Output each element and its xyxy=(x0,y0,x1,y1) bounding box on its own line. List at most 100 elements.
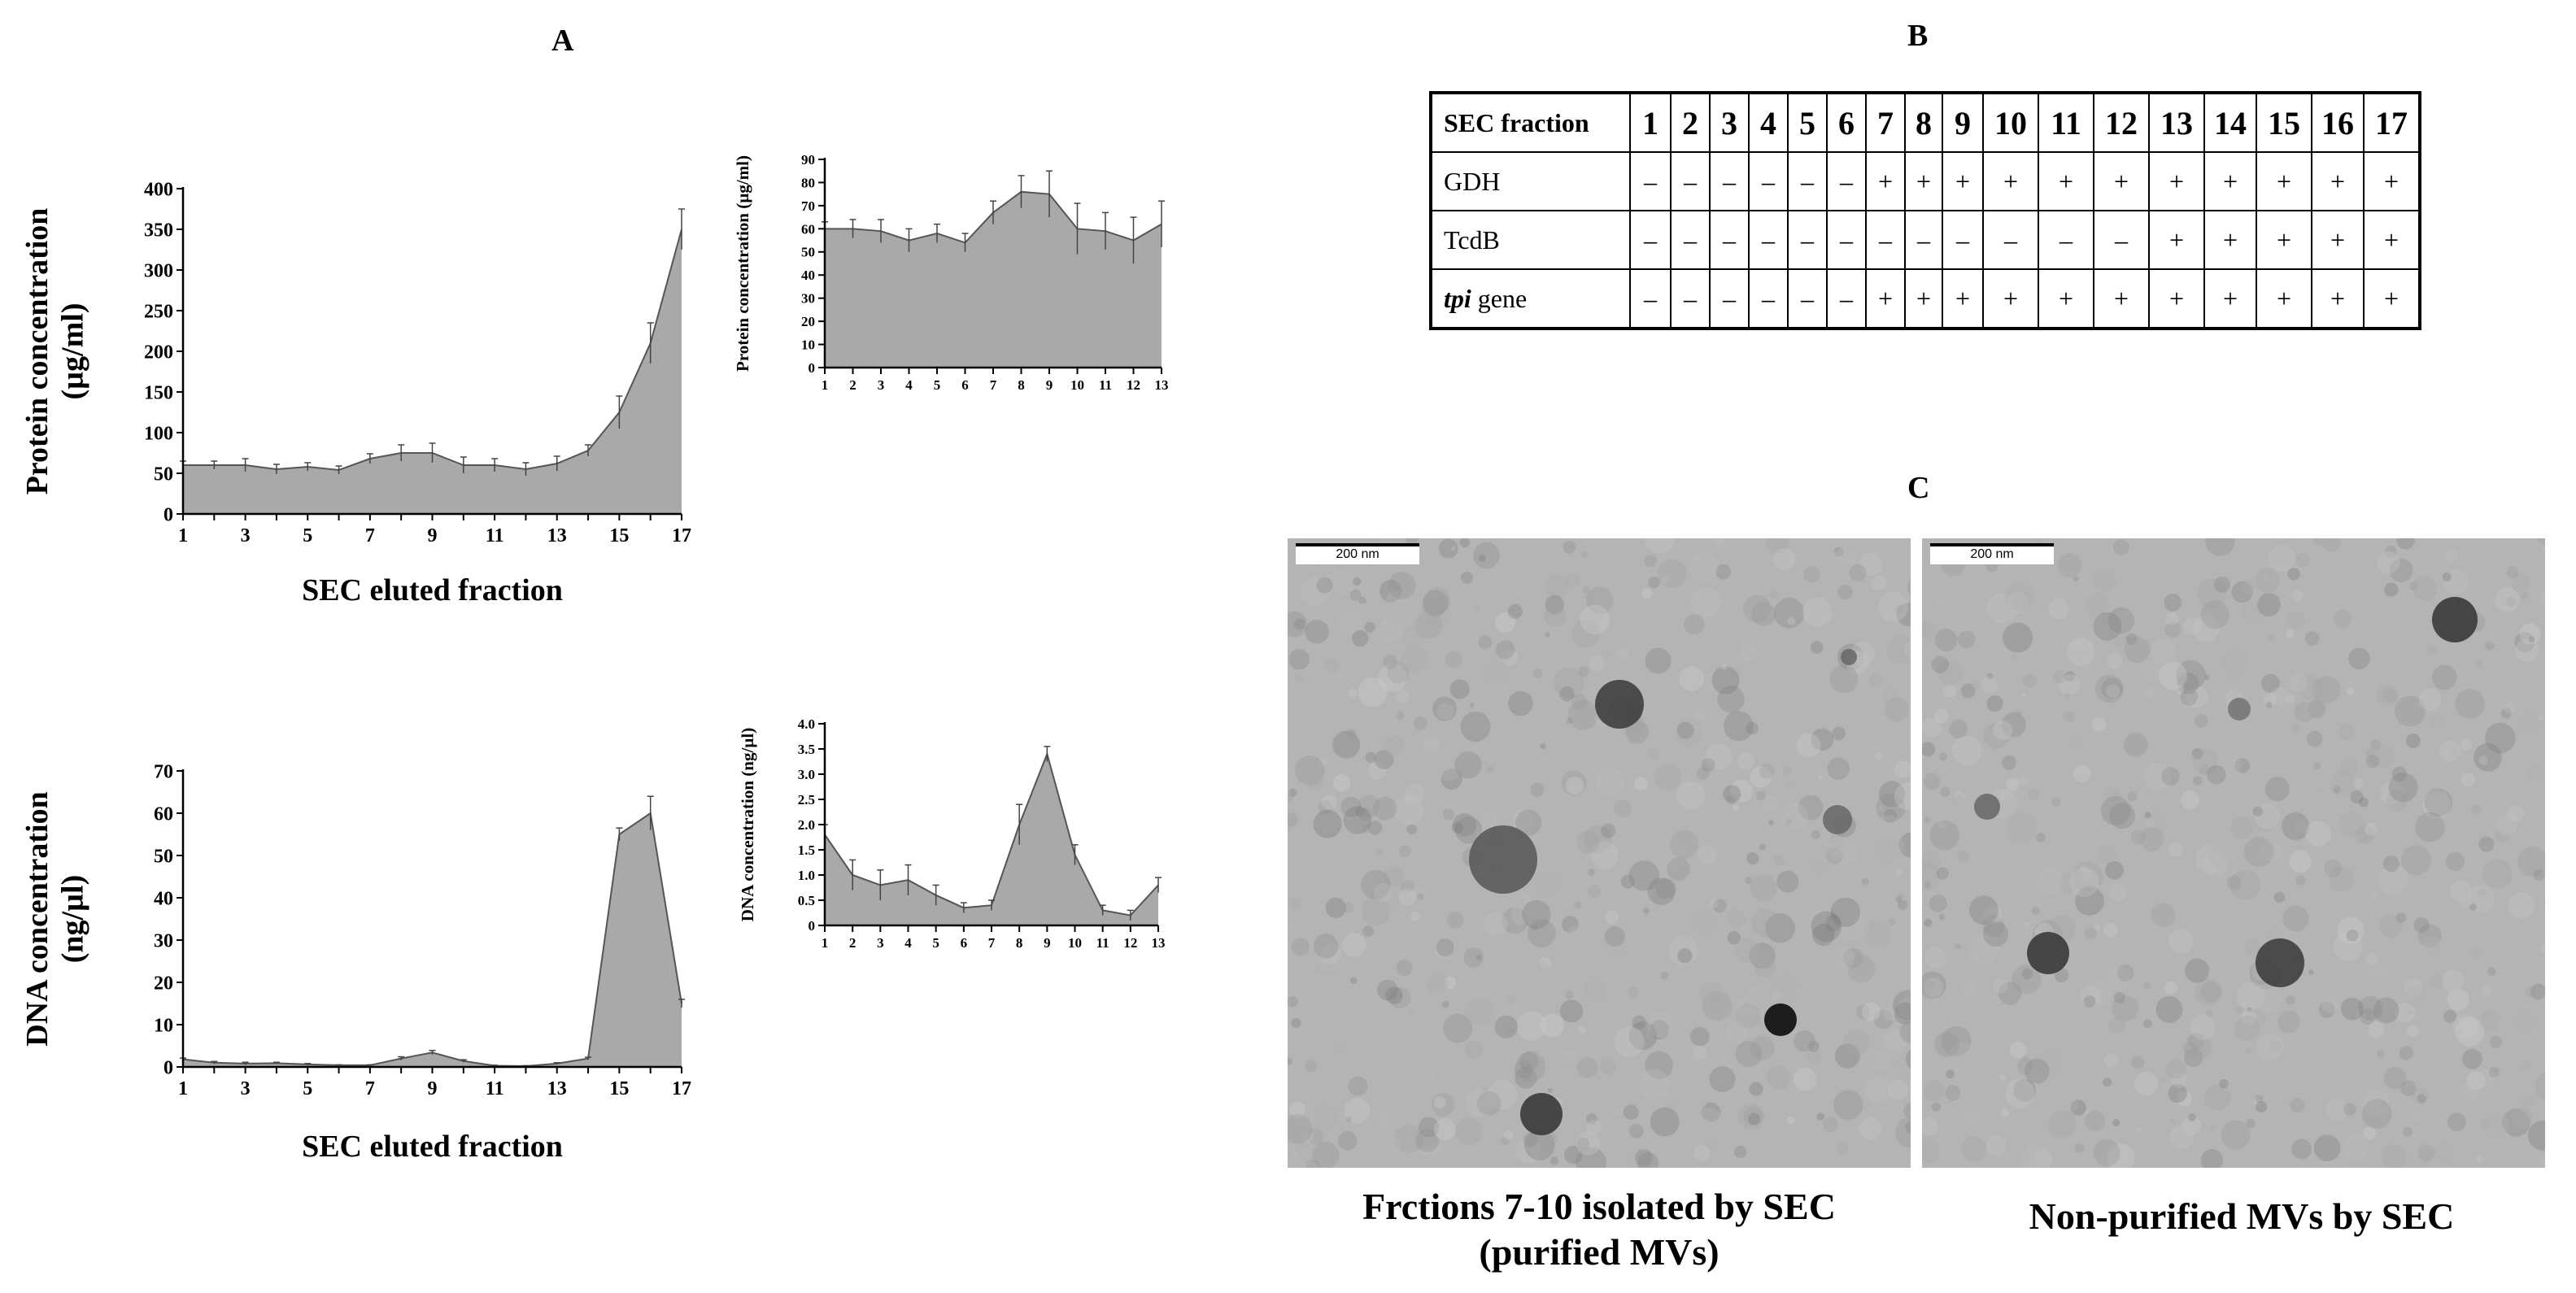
texture-speck xyxy=(2129,562,2142,575)
texture-speck xyxy=(1737,751,1755,770)
texture-speck xyxy=(2476,1031,2487,1043)
texture-speck xyxy=(1482,657,1510,686)
texture-speck xyxy=(2081,986,2101,1006)
y-tick-label: 50 xyxy=(154,464,173,485)
texture-speck xyxy=(1510,905,1532,925)
texture-speck xyxy=(1946,1069,1955,1079)
texture-speck xyxy=(1576,830,1600,855)
texture-speck xyxy=(2175,975,2183,983)
texture-speck xyxy=(1599,649,1611,660)
texture-speck xyxy=(2418,688,2442,712)
texture-speck xyxy=(2473,742,2502,772)
texture-speck xyxy=(1423,735,1441,754)
table-cell: – xyxy=(1826,268,1867,329)
texture-speck xyxy=(2235,1006,2243,1014)
texture-speck xyxy=(2107,966,2132,991)
texture-speck xyxy=(1781,803,1809,830)
sec-fraction-table: SEC fraction 1 2 3 4 5 6 7 8 9 10 11 12 13 14 15 16 17 GDH… xyxy=(1429,91,2421,330)
texture-speck xyxy=(2443,569,2469,594)
texture-speck xyxy=(1514,1060,1533,1079)
texture-speck xyxy=(1895,896,1902,903)
texture-speck xyxy=(2444,904,2457,917)
texture-speck xyxy=(1828,835,1859,865)
texture-speck xyxy=(1826,847,1843,864)
table-cell: – xyxy=(1670,151,1711,211)
texture-speck xyxy=(1323,658,1340,675)
texture-speck xyxy=(1410,911,1421,921)
texture-speck xyxy=(1561,1049,1577,1066)
texture-speck xyxy=(1929,895,1947,912)
texture-speck xyxy=(2408,581,2418,591)
texture-speck xyxy=(2130,829,2147,845)
texture-speck xyxy=(2421,719,2432,729)
texture-speck xyxy=(1699,981,1723,1004)
texture-speck xyxy=(1701,1102,1721,1122)
texture-speck xyxy=(2377,551,2400,574)
texture-speck xyxy=(2443,547,2459,563)
scale-bar: 200 nm xyxy=(1296,543,1419,564)
texture-speck xyxy=(2451,747,2459,754)
texture-speck xyxy=(1537,960,1550,972)
texture-speck xyxy=(2107,1143,2135,1168)
texture-speck xyxy=(1605,910,1619,925)
texture-speck xyxy=(1367,761,1386,780)
texture-speck xyxy=(1802,597,1833,627)
texture-speck xyxy=(1981,676,1998,694)
texture-speck xyxy=(2232,953,2243,964)
texture-speck xyxy=(2020,1145,2052,1168)
texture-speck xyxy=(2488,1066,2500,1078)
texture-speck xyxy=(1295,674,1304,683)
texture-speck xyxy=(1874,833,1905,864)
texture-speck xyxy=(2460,1082,2478,1101)
texture-speck xyxy=(1668,935,1698,966)
texture-speck xyxy=(2338,724,2355,741)
texture-speck xyxy=(2519,623,2541,645)
texture-speck xyxy=(1576,1137,1589,1150)
texture-speck xyxy=(1772,547,1796,570)
texture-speck xyxy=(1487,1080,1518,1110)
texture-speck xyxy=(2219,1079,2229,1089)
texture-speck xyxy=(1667,857,1690,881)
texture-speck xyxy=(1414,611,1443,639)
texture-speck xyxy=(1925,981,1935,990)
texture-speck xyxy=(2286,629,2295,638)
texture-speck xyxy=(1897,894,1904,900)
texture-speck xyxy=(1999,1074,2007,1082)
texture-speck xyxy=(2254,803,2280,829)
texture-speck xyxy=(2015,710,2022,717)
texture-speck xyxy=(1746,721,1759,735)
texture-speck xyxy=(2177,672,2199,694)
texture-speck xyxy=(1431,1093,1455,1117)
texture-speck xyxy=(1737,1103,1765,1130)
texture-speck xyxy=(2203,674,2210,681)
y-axis-label: Protein concentration xyxy=(20,208,54,495)
texture-speck xyxy=(1876,793,1906,823)
texture-speck xyxy=(2036,833,2046,842)
texture-speck xyxy=(1743,594,1772,623)
texture-speck xyxy=(2236,982,2265,1011)
texture-speck xyxy=(1294,755,1325,786)
texture-speck xyxy=(2526,763,2545,781)
texture-speck xyxy=(1954,791,1965,803)
texture-speck xyxy=(1396,960,1413,977)
table-header-label: SEC fraction xyxy=(1430,92,1631,153)
texture-speck xyxy=(1824,915,1842,932)
texture-speck xyxy=(2073,861,2103,892)
texture-speck xyxy=(2180,790,2200,810)
texture-speck xyxy=(1436,703,1454,721)
texture-speck xyxy=(2081,868,2094,881)
texture-speck xyxy=(2190,1014,2216,1040)
x-tick-label: 3 xyxy=(241,1078,251,1099)
texture-speck xyxy=(1507,603,1523,620)
texture-speck xyxy=(2241,1009,2257,1026)
texture-speck xyxy=(2253,1097,2261,1106)
texture-speck xyxy=(1982,915,2005,938)
texture-speck xyxy=(1923,977,1944,998)
x-tick-label: 17 xyxy=(672,525,691,546)
texture-speck xyxy=(1355,807,1366,817)
x-tick-label: 1 xyxy=(822,377,829,393)
texture-speck xyxy=(1877,805,1884,812)
texture-speck xyxy=(1464,1040,1484,1060)
texture-speck xyxy=(1532,668,1543,678)
texture-speck xyxy=(2479,1010,2500,1031)
